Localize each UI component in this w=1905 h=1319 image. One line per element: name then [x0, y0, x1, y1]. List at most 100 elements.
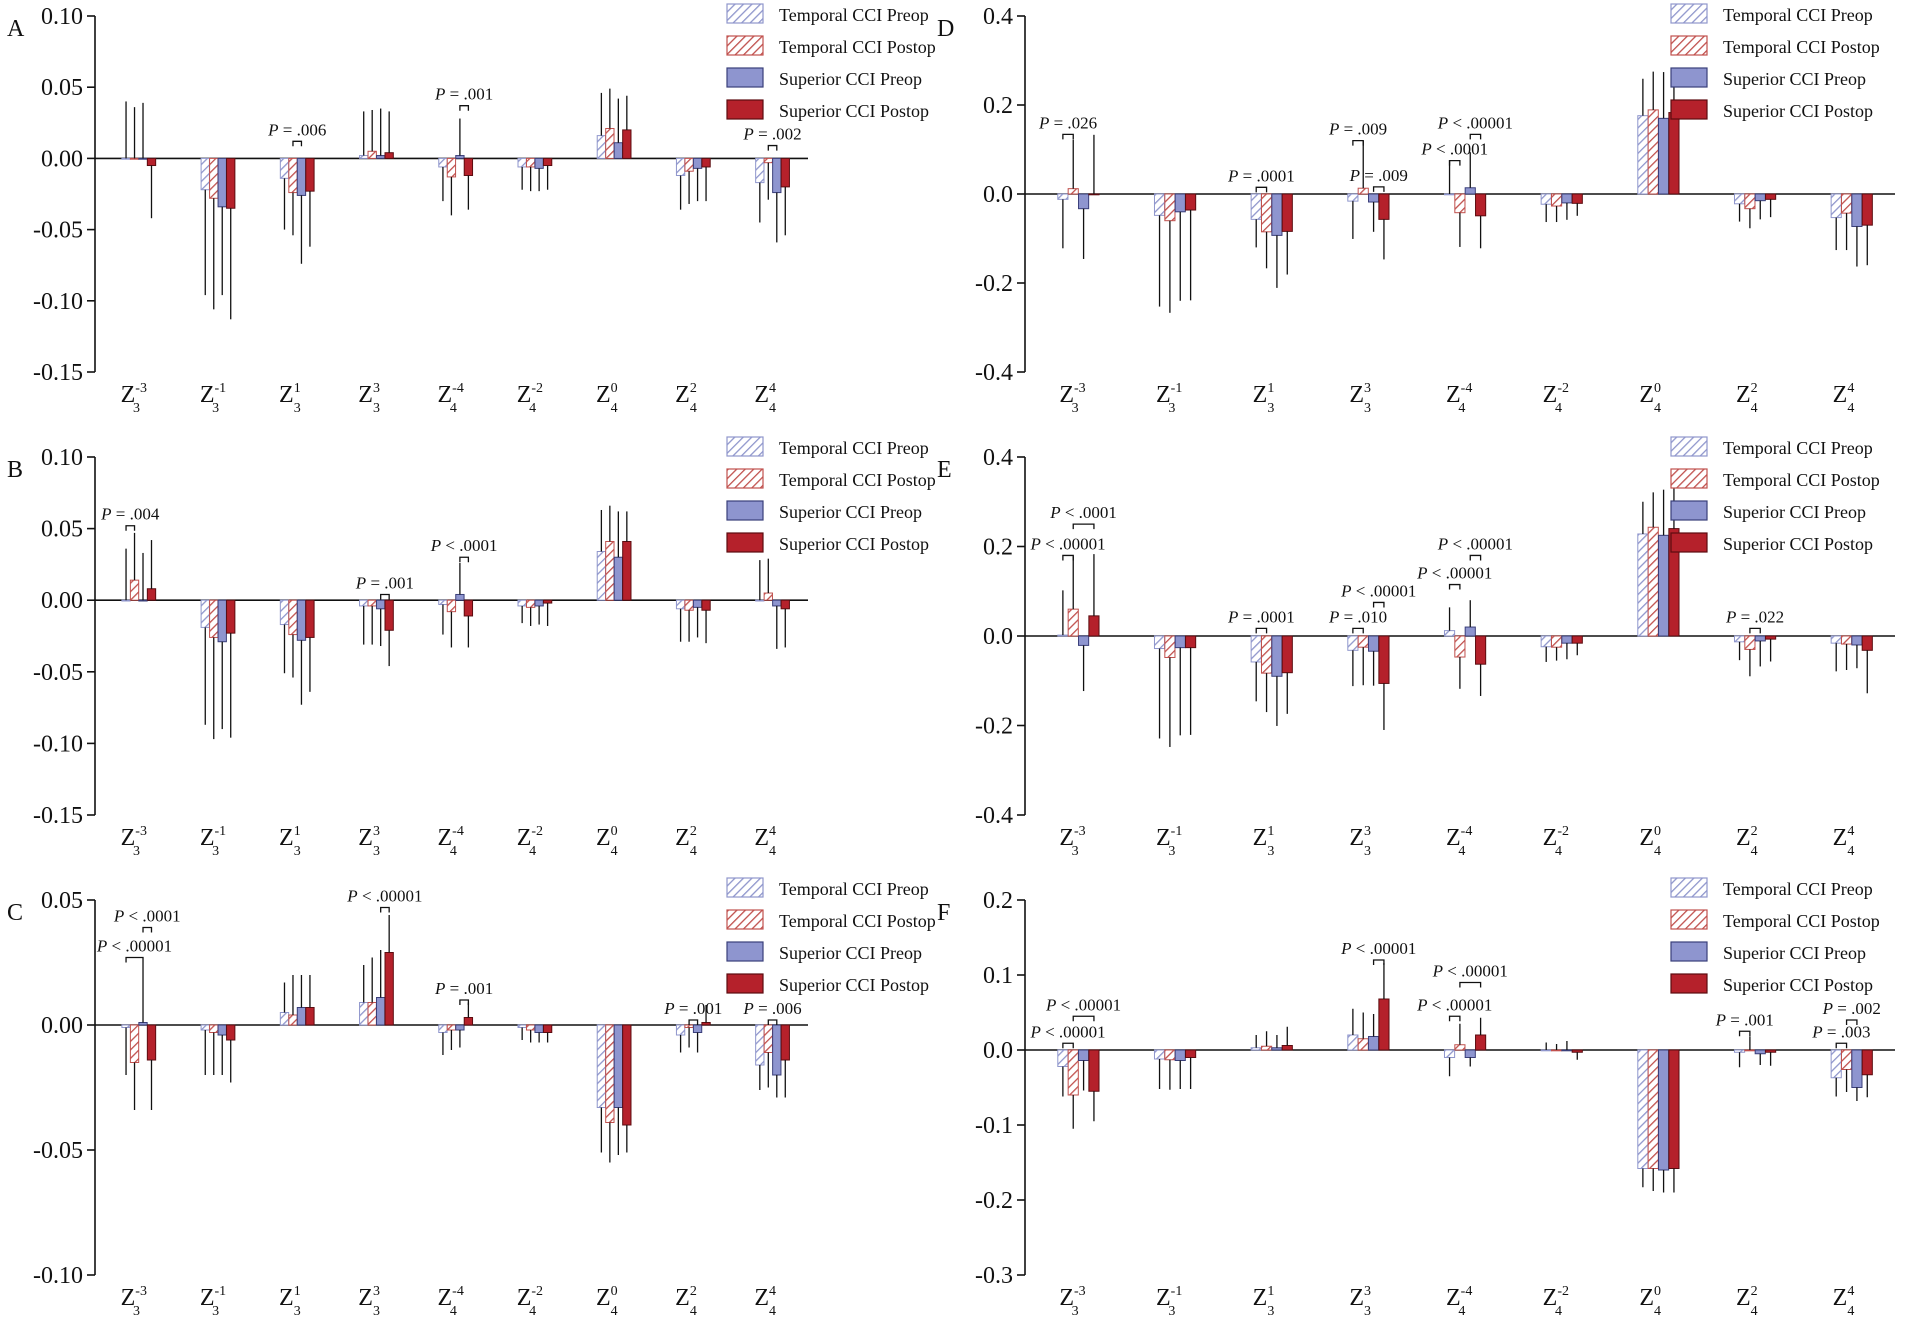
bar	[138, 599, 148, 602]
bar	[1078, 1049, 1090, 1061]
y-tick-label: -0.2	[975, 1188, 1013, 1214]
bar	[121, 1024, 131, 1028]
bar	[384, 152, 394, 159]
y-tick-label: -0.1	[975, 1113, 1013, 1139]
bar	[1561, 193, 1573, 204]
significance-bracket	[1448, 1015, 1461, 1022]
bar	[517, 599, 527, 607]
bar	[217, 1024, 227, 1036]
bar	[542, 1024, 553, 1033]
y-tick-label: 0.00	[41, 588, 83, 614]
bar	[463, 1017, 474, 1026]
significance-bracket	[142, 926, 153, 933]
y-tick-label: 0.10	[41, 4, 83, 30]
x-tick-label: Z1 3	[1253, 381, 1275, 416]
bar	[1250, 193, 1262, 220]
bar	[701, 1022, 711, 1026]
significance-bracket	[380, 593, 390, 600]
bar	[605, 540, 615, 601]
y-tick-label: 0.0	[983, 624, 1013, 650]
bar	[376, 997, 386, 1026]
p-value-label: P = .009	[1349, 166, 1408, 185]
bar	[780, 599, 790, 610]
bar	[1347, 1034, 1359, 1051]
bar	[622, 1024, 632, 1126]
bar	[675, 599, 686, 610]
bar	[1281, 1045, 1293, 1051]
bar	[701, 599, 711, 611]
bar	[217, 157, 227, 208]
x-tick-label: Z-1 3	[1156, 1284, 1182, 1319]
x-tick-label: Z-1 3	[200, 381, 226, 416]
significance-bracket	[459, 556, 470, 563]
x-tick-label: Z1 3	[1253, 1284, 1275, 1319]
bar	[376, 599, 386, 610]
x-tick-label: Z2 4	[1736, 824, 1758, 859]
x-tick-label: Z-1 3	[1156, 381, 1182, 416]
bar	[1057, 1049, 1069, 1067]
bar	[1454, 193, 1466, 214]
bar	[755, 599, 765, 602]
bar	[200, 599, 210, 628]
bar	[1067, 1049, 1079, 1096]
bar	[1861, 1049, 1873, 1076]
y-tick-label: 0.10	[41, 445, 83, 471]
y-tick-label: 0.4	[983, 445, 1013, 471]
bar	[675, 1024, 686, 1036]
bar	[446, 599, 457, 613]
p-value-label: P = .002	[1822, 999, 1881, 1018]
bar	[622, 129, 632, 159]
bar	[1550, 635, 1563, 648]
bar	[288, 157, 298, 194]
legend-swatch	[726, 35, 764, 56]
bar	[517, 1024, 527, 1028]
significance-bracket	[125, 525, 136, 531]
x-tick-label: Z-3 3	[121, 381, 147, 416]
x-tick-label: Z3 3	[358, 824, 380, 859]
x-tick-label: Z-3 3	[1059, 381, 1085, 416]
significance-bracket	[459, 999, 470, 1005]
panel-label: F	[937, 900, 950, 926]
legend-label: Superior CCI Postop	[779, 101, 929, 121]
bar	[772, 599, 782, 607]
legend-label: Superior CCI Postop	[779, 975, 929, 995]
bar	[1174, 635, 1186, 649]
x-tick-label: Z-1 3	[200, 824, 226, 859]
bar	[146, 1024, 157, 1061]
bar	[359, 599, 369, 607]
bar	[1454, 1044, 1466, 1051]
legend-label: Superior CCI Preop	[1723, 69, 1866, 89]
p-value-label: P = .026	[1038, 113, 1097, 132]
bar	[1347, 193, 1359, 202]
significance-bracket	[1062, 1042, 1074, 1049]
bar	[146, 157, 157, 167]
significance-bracket	[1469, 133, 1482, 140]
bar	[1357, 1038, 1369, 1051]
bar	[1368, 1036, 1380, 1051]
bar	[1540, 1049, 1552, 1052]
bar	[1067, 188, 1079, 195]
bar	[1830, 193, 1842, 219]
p-value-label: P < .00001	[1340, 581, 1416, 600]
bar	[1378, 193, 1390, 220]
legend-swatch	[726, 67, 764, 88]
bar	[1088, 615, 1100, 637]
significance-bracket	[1372, 186, 1385, 192]
x-tick-label: Z3 3	[1349, 1284, 1371, 1319]
p-value-label: P < .0001	[113, 907, 181, 926]
bar	[1464, 626, 1476, 637]
bar	[1668, 1049, 1680, 1169]
bar	[305, 1007, 315, 1026]
bar	[1733, 193, 1746, 205]
bar	[692, 1024, 703, 1033]
bar	[1561, 1049, 1573, 1052]
legend-label: Temporal CCI Postop	[779, 911, 936, 931]
bar	[763, 1024, 773, 1053]
x-tick-label: Z-4 4	[438, 381, 464, 416]
bar	[755, 157, 765, 184]
y-tick-label: 0.00	[41, 1013, 83, 1039]
x-tick-label: Z-3 3	[121, 824, 147, 859]
bar	[622, 540, 632, 601]
bar	[1378, 998, 1390, 1051]
p-value-label: P = .001	[355, 573, 414, 592]
